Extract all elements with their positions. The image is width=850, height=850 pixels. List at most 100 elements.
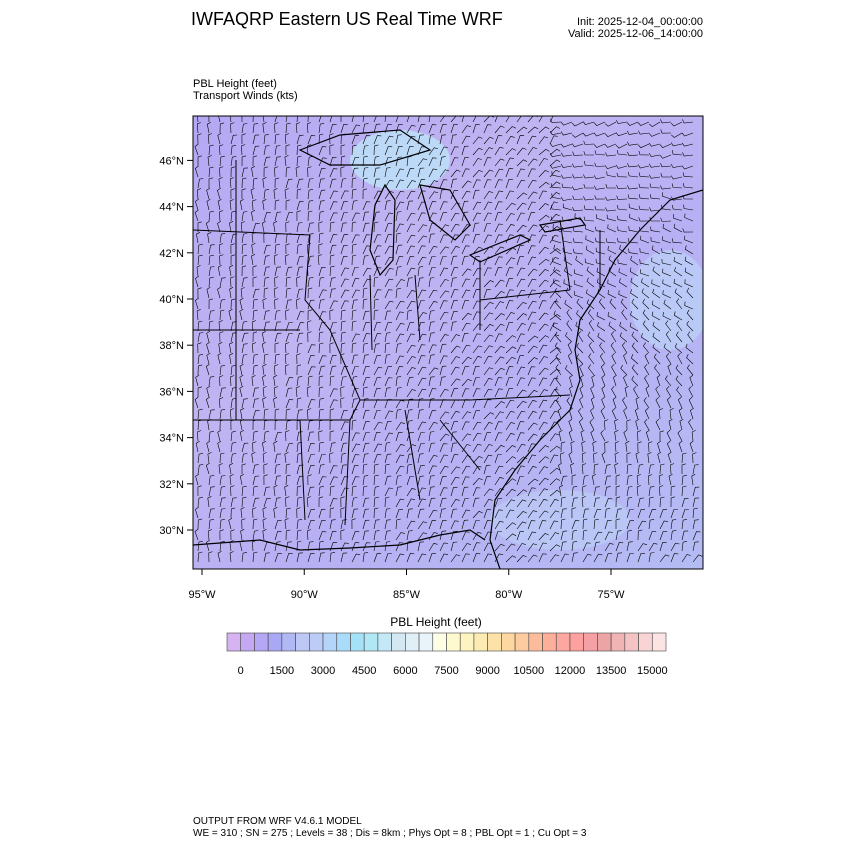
- wind-barb: [642, 298, 650, 310]
- wind-barb: [566, 397, 573, 409]
- wind-barb: [549, 164, 562, 169]
- wind-barb: [373, 156, 380, 167]
- wind-barb: [661, 258, 672, 266]
- wind-barb: [417, 158, 428, 167]
- wind-barb: [197, 221, 202, 232]
- wind-barb: [262, 529, 267, 541]
- wind-barb: [428, 486, 435, 497]
- wind-barb: [472, 356, 482, 365]
- wind-barb: [296, 144, 302, 156]
- wind-barb: [439, 300, 448, 310]
- wind-barb: [395, 532, 405, 541]
- wind-barb: [428, 332, 435, 343]
- state-borders: [193, 160, 601, 526]
- wind-barb: [637, 441, 642, 453]
- wind-barb: [195, 297, 199, 310]
- wind-barb: [439, 322, 448, 332]
- wind-barb: [600, 429, 606, 442]
- wind-barb: [549, 153, 562, 158]
- wind-barb: [617, 237, 628, 244]
- wind-barb: [307, 135, 316, 145]
- wind-barb: [208, 551, 213, 563]
- wind-barb: [439, 497, 447, 508]
- wind-barb: [553, 266, 562, 277]
- wind-barb: [307, 222, 314, 233]
- wind-barb: [649, 121, 661, 127]
- wind-barb: [461, 289, 471, 299]
- wind-barb: [219, 122, 225, 134]
- wind-barb: [505, 148, 517, 156]
- wind-barb: [197, 320, 203, 332]
- wind-barb: [593, 486, 600, 497]
- wind-barb: [296, 364, 301, 376]
- wind-barb: [558, 429, 563, 442]
- wind-barb: [638, 183, 650, 189]
- wind-barb: [197, 254, 203, 266]
- wind-barb: [461, 190, 471, 200]
- wind-barb: [505, 445, 516, 453]
- wind-barb: [472, 443, 482, 453]
- wind-barb: [340, 212, 348, 222]
- wind-barb: [384, 157, 392, 167]
- wind-barb: [306, 122, 312, 134]
- wind-barb: [362, 530, 369, 541]
- wind-barb: [461, 543, 471, 552]
- wind-barb: [588, 353, 595, 365]
- wind-barb: [627, 194, 639, 200]
- wind-barb: [692, 507, 698, 519]
- wind-barb: [516, 400, 527, 409]
- colorbar-label: 9000: [475, 665, 499, 677]
- wind-barb: [296, 552, 303, 563]
- wind-barb: [494, 465, 504, 475]
- wind-barb: [472, 124, 480, 134]
- wind-barb: [406, 190, 416, 200]
- wind-barb: [590, 396, 595, 409]
- wind-barb: [262, 177, 267, 189]
- wind-barb: [406, 367, 416, 376]
- wind-barb: [230, 156, 237, 167]
- wind-barb: [472, 169, 483, 178]
- wind-barb: [450, 157, 459, 167]
- wind-barb: [318, 331, 324, 343]
- wind-barb: [274, 211, 282, 222]
- wind-barb: [626, 553, 634, 563]
- wind-barb: [417, 300, 425, 310]
- wind-barb: [351, 116, 354, 123]
- wind-barb: [230, 398, 237, 409]
- wind-barb: [688, 418, 694, 431]
- wind-barb: [285, 408, 291, 420]
- wind-barb: [692, 464, 699, 475]
- wind-barb: [681, 519, 688, 530]
- wind-barb: [263, 133, 269, 145]
- wind-barb: [472, 289, 481, 299]
- wind-barb: [549, 520, 559, 530]
- wind-barb: [351, 476, 360, 486]
- wind-barb: [384, 223, 393, 233]
- wind-barb: [593, 143, 606, 148]
- wind-barb: [406, 488, 416, 497]
- wind-barb: [285, 116, 288, 123]
- wind-barb: [205, 396, 210, 409]
- wind-barb: [681, 132, 694, 137]
- wind-barb: [395, 465, 405, 475]
- wind-barb: [494, 345, 505, 354]
- wind-barb: [219, 331, 224, 343]
- wind-barb: [614, 452, 619, 464]
- wind-barb: [406, 464, 412, 475]
- wind-barb: [296, 322, 305, 332]
- wind-barb: [329, 133, 334, 145]
- wind-barb: [428, 223, 436, 233]
- wind-barb: [586, 289, 595, 299]
- wind-barb: [549, 400, 559, 409]
- wind-barb: [527, 268, 538, 277]
- wind-barb: [614, 419, 619, 431]
- wind-barb: [307, 443, 315, 453]
- wind-barb: [428, 376, 435, 387]
- wind-barb: [616, 119, 628, 124]
- wind-barb: [395, 498, 405, 508]
- colorbar-swatch: [459, 632, 475, 652]
- wind-barb: [285, 443, 294, 453]
- wind-barb: [516, 366, 526, 376]
- lake-ontario: [538, 217, 587, 233]
- wind-barb: [538, 312, 549, 321]
